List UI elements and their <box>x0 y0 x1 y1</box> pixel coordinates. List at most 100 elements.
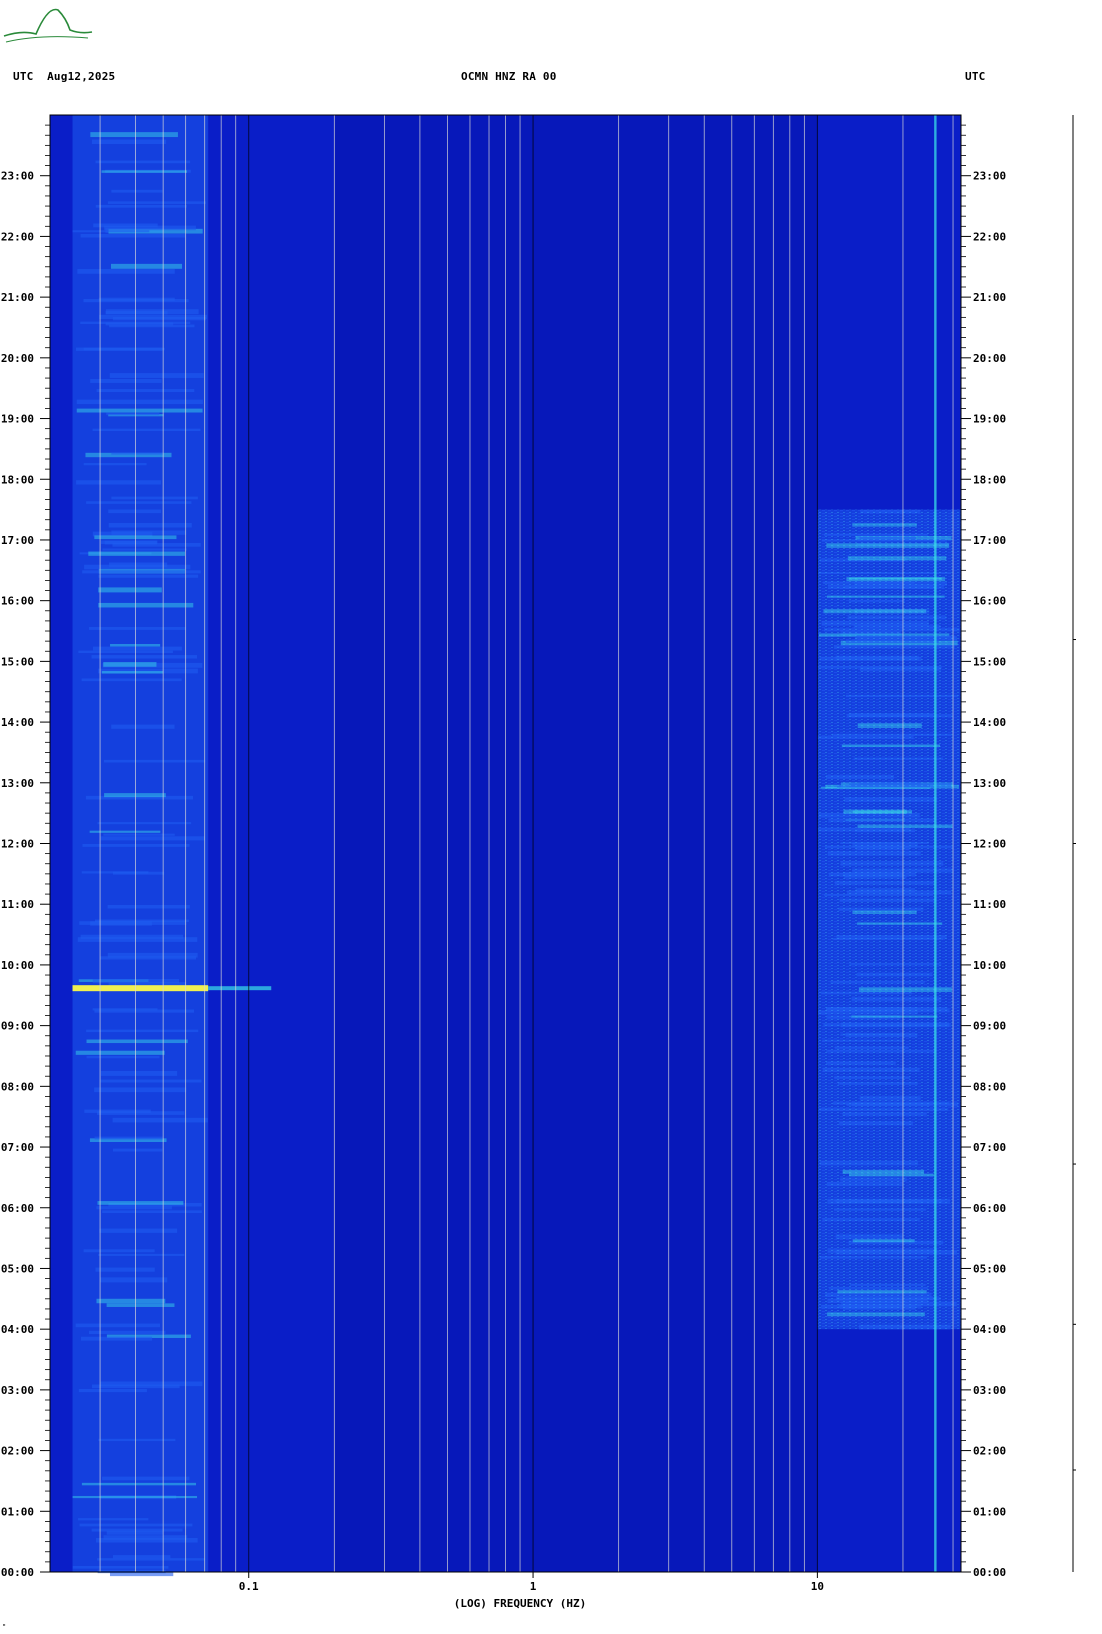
feature-streak <box>76 480 162 485</box>
feature-streak <box>94 1087 187 1093</box>
feature-streak <box>99 314 207 320</box>
y-tick-label-left: 21:00 <box>1 291 34 304</box>
feature-streak <box>102 548 187 551</box>
feature-streak <box>88 551 185 556</box>
feature-streak <box>78 1518 149 1521</box>
feature-streak <box>109 1571 174 1577</box>
feature-streak <box>98 668 198 674</box>
feature-streak <box>101 671 164 674</box>
feature-streak <box>76 399 203 405</box>
feature-streak <box>81 1336 153 1341</box>
footnote: " <box>2 1623 7 1631</box>
feature-streak <box>102 1210 202 1214</box>
feature-streak <box>97 1569 166 1574</box>
y-tick-label-left: 04:00 <box>1 1323 34 1336</box>
feature-streak <box>79 552 152 555</box>
event-line <box>72 985 209 992</box>
feature-0 <box>72 115 209 1577</box>
y-tick-label-left: 06:00 <box>1 1202 34 1215</box>
feature-streak <box>98 1438 176 1442</box>
x-tick-label: 1 <box>530 1580 537 1593</box>
feature-streak <box>72 230 150 233</box>
y-tick-label-left: 12:00 <box>1 838 34 851</box>
y-tick-label-left: 22:00 <box>1 230 34 243</box>
y-tick-label-left: 16:00 <box>1 595 34 608</box>
opgc-logo <box>3 8 93 43</box>
y-tick-label-left: 13:00 <box>1 777 34 790</box>
feature-streak <box>106 1303 175 1307</box>
header-right: UTC <box>965 70 986 83</box>
y-tick-label-left: 00:00 <box>1 1566 34 1579</box>
feature-streak <box>78 1388 147 1393</box>
feature-streak <box>99 956 196 960</box>
feature-streak <box>100 1079 202 1083</box>
feature-streak <box>80 934 184 939</box>
feature-streak <box>102 1476 190 1481</box>
feature-streak <box>85 452 172 458</box>
feature-streak <box>81 1482 197 1486</box>
feature-streak <box>107 952 198 958</box>
y-tick-label-right: 08:00 <box>973 1080 1006 1093</box>
y-tick-label-right: 13:00 <box>973 777 1006 790</box>
feature-streak <box>100 1381 203 1387</box>
feature-streak <box>104 225 196 231</box>
feature-streak <box>98 1253 185 1256</box>
feature-streak <box>108 522 192 528</box>
feature-streak <box>86 1029 199 1033</box>
y-tick-label-left: 20:00 <box>1 352 34 365</box>
feature-streak <box>76 408 203 413</box>
y-tick-label-right: 14:00 <box>973 716 1006 729</box>
feature-region <box>72 115 209 1572</box>
feature-streak <box>99 1228 178 1233</box>
feature-streak <box>88 627 187 630</box>
feature-streak <box>75 1050 165 1055</box>
feature-streak <box>104 793 166 798</box>
y-tick-label-left: 17:00 <box>1 534 34 547</box>
y-tick-label-left: 18:00 <box>1 473 34 486</box>
feature-streak <box>112 1555 171 1559</box>
feature-streak <box>91 655 197 659</box>
feature-streak <box>95 160 191 164</box>
feature-streak <box>94 919 189 923</box>
feature-streak <box>92 428 201 432</box>
feature-streak <box>81 678 182 682</box>
feature-streak <box>111 530 187 535</box>
y-tick-label-right: 21:00 <box>973 291 1006 304</box>
feature-streak <box>106 1334 191 1338</box>
feature-streak <box>107 201 206 204</box>
feature-streak <box>103 759 206 763</box>
header-title: OCMN HNZ RA 00 <box>461 70 557 83</box>
feature-streak <box>96 389 195 393</box>
feature-streak <box>105 169 191 173</box>
feature-streak <box>91 139 167 144</box>
y-tick-label-right: 20:00 <box>973 352 1006 365</box>
x-tick-label: 10 <box>811 1580 824 1593</box>
feature-streak <box>77 937 198 942</box>
feature-streak <box>77 269 175 274</box>
y-tick-label-left: 05:00 <box>1 1262 34 1275</box>
feature-streak <box>111 724 175 729</box>
feature-streak <box>82 843 190 847</box>
y-tick-label-right: 00:00 <box>973 1566 1006 1579</box>
feature-streak <box>84 564 191 570</box>
feature-streak <box>90 921 152 926</box>
feature-streak <box>78 650 173 654</box>
quiet-band <box>334 115 818 1572</box>
feature-streak <box>108 228 203 234</box>
feature-streak <box>96 1111 185 1115</box>
feature-streak <box>72 1565 169 1569</box>
feature-streak <box>95 204 187 208</box>
feature-2 <box>817 509 961 1330</box>
feature-streak <box>104 540 157 545</box>
feature-streak <box>85 795 194 800</box>
y-tick-label-right: 03:00 <box>973 1384 1006 1397</box>
feature-streak <box>83 1249 155 1253</box>
y-tick-label-left: 01:00 <box>1 1505 34 1518</box>
feature-streak <box>105 322 174 326</box>
y-tick-label-right: 07:00 <box>973 1141 1006 1154</box>
feature-streak <box>75 347 163 351</box>
y-tick-label-left: 23:00 <box>1 170 34 183</box>
feature-streak <box>103 833 175 836</box>
feature-streak <box>109 324 195 328</box>
